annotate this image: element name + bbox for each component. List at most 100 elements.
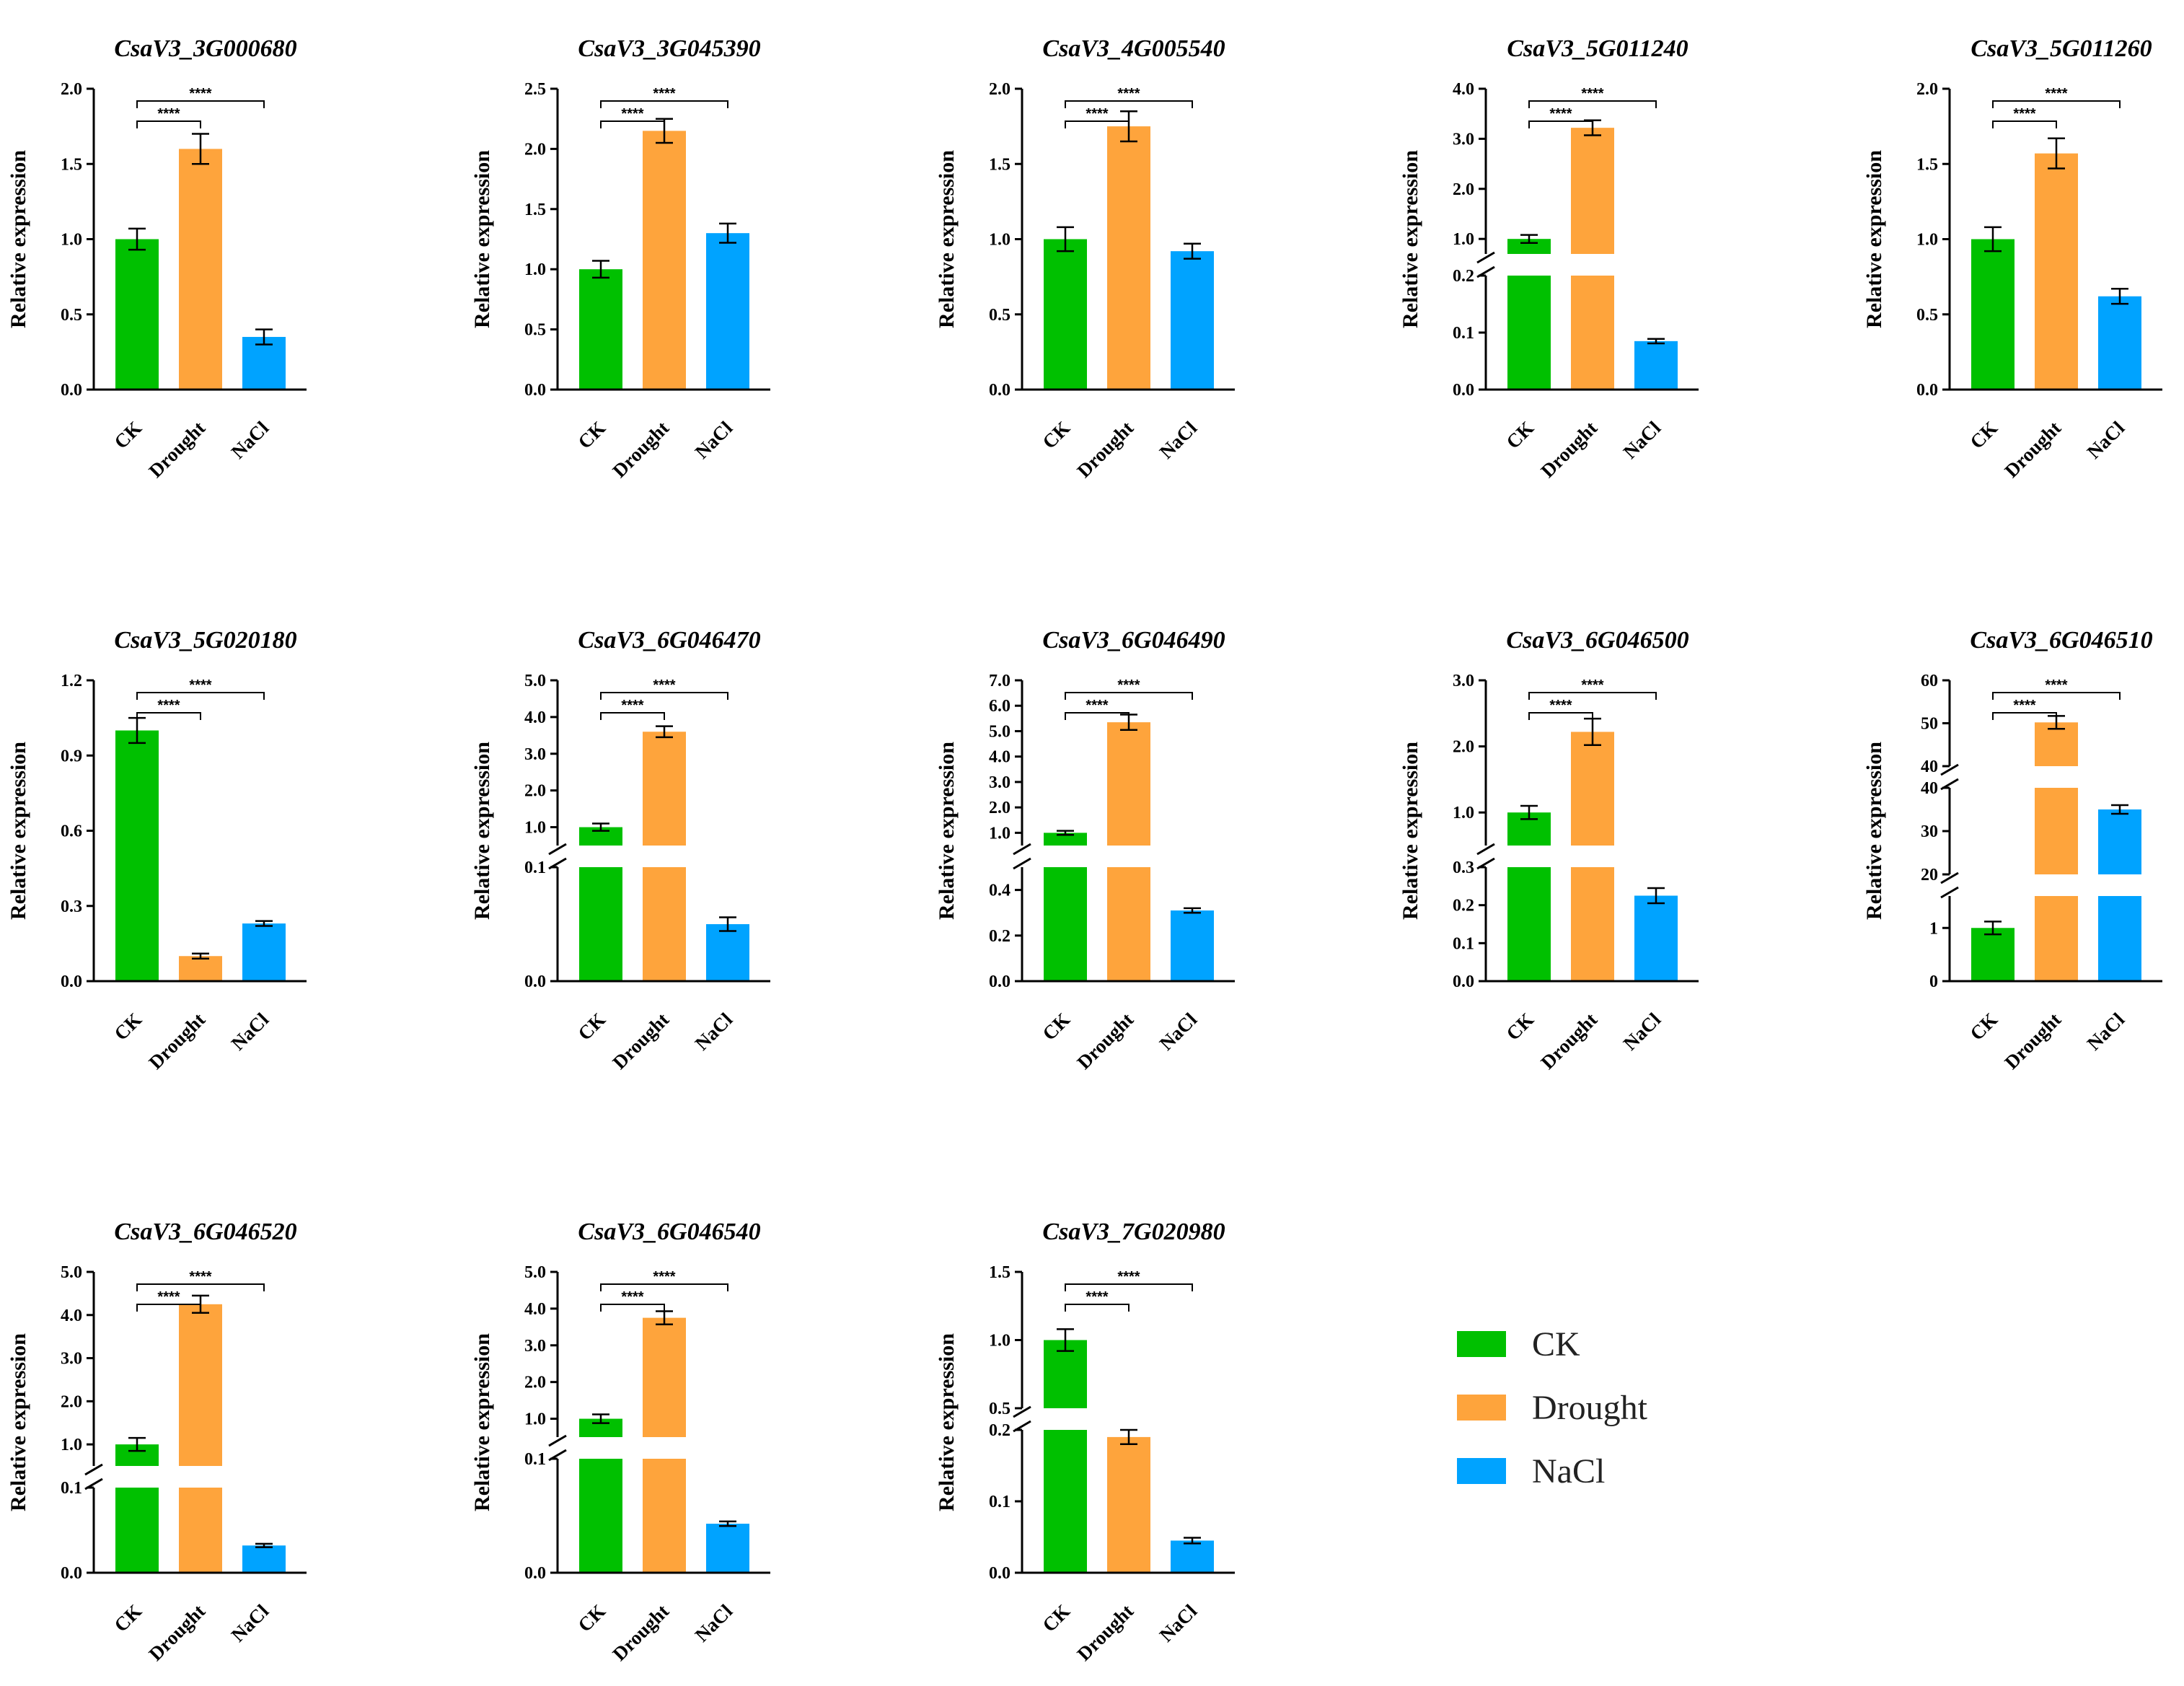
chart-title: CsaV3_6G046500 [1506, 627, 1688, 654]
axis-break-mark [1940, 871, 1959, 884]
y-tick-label: 60 [1921, 672, 1938, 690]
y-tick-label: 2.0 [524, 140, 546, 159]
bar-drought [643, 1317, 686, 1437]
y-axis-label: Relative expression [935, 150, 959, 328]
significance-label: **** [189, 1269, 211, 1285]
x-tick-label-nacl: NaCl [227, 1009, 273, 1055]
y-tick-label: 2.0 [989, 80, 1010, 99]
bar-drought [2035, 788, 2078, 874]
x-tick-label-nacl: NaCl [227, 417, 273, 463]
y-tick-label: 1.0 [1453, 804, 1474, 822]
axis-break-mark [1013, 1405, 1031, 1418]
x-tick-label-ck: CK [110, 417, 146, 453]
y-tick-label: 5.0 [524, 1263, 546, 1282]
y-tick-label: 0.3 [61, 897, 82, 916]
legend-swatch-ck [1457, 1331, 1506, 1357]
significance-label: **** [2013, 106, 2035, 122]
bar-drought [1107, 722, 1150, 846]
x-tick-label-nacl: NaCl [1155, 1009, 1202, 1055]
chart-title: CsaV3_7G020980 [1042, 1219, 1225, 1245]
bar-nacl [2098, 809, 2141, 874]
chart-panel: CsaV3_6G046510 Relative expression CKDroug… [1862, 627, 2162, 1073]
y-axis-label: Relative expression [1862, 742, 1886, 920]
y-tick-label: 0.0 [1916, 381, 1938, 400]
legend: CK Drought NaCl [1457, 1325, 1648, 1490]
bar-ck [1044, 1430, 1087, 1573]
axis-break-mark [1940, 763, 1959, 776]
significance-label: **** [157, 106, 180, 122]
bar-ck [1044, 833, 1087, 846]
chart-panel: CsaV3_6G046470 Relative expression CKDroug… [470, 627, 770, 1073]
chart-title: CsaV3_6G046510 [1970, 627, 2152, 654]
y-tick-label: 5.0 [989, 722, 1010, 741]
y-axis-label: Relative expression [1399, 742, 1422, 920]
bar-ck [1044, 867, 1087, 981]
x-tick-label-drought: Drought [608, 417, 673, 482]
bar-nacl [706, 233, 749, 390]
y-axis-label: Relative expression [935, 1333, 959, 1511]
bar-ck [115, 730, 159, 981]
y-tick-label: 4.0 [1453, 80, 1474, 99]
chart-panel: CsaV3_6G046500 Relative expression CKDroug… [1399, 627, 1699, 1073]
significance-bracket [136, 120, 201, 128]
bar-nacl [1171, 251, 1214, 390]
significance-label: **** [1086, 698, 1108, 714]
y-tick-label: 0.0 [989, 972, 1010, 991]
significance-label: **** [157, 1289, 180, 1305]
significance-bracket [1065, 712, 1130, 720]
x-tick-label-nacl: NaCl [691, 417, 737, 463]
bar-nacl [242, 1545, 286, 1573]
x-tick-label-drought: Drought [608, 1009, 673, 1073]
y-tick-label: 0.6 [61, 822, 82, 841]
x-tick-label-nacl: NaCl [2083, 1009, 2129, 1055]
bar-drought [1107, 867, 1150, 981]
y-tick-label: 2.0 [524, 782, 546, 801]
y-tick-label: 3.0 [61, 1350, 82, 1369]
x-tick-label-drought: Drought [144, 417, 209, 482]
y-tick-label: 0.1 [989, 1493, 1010, 1511]
y-tick-label: 0.2 [989, 1421, 1010, 1440]
bar-ck [1507, 239, 1551, 254]
y-axis-label: Relative expression [470, 1333, 494, 1511]
chart-panel: CsaV3_7G020980 Relative expression CKDroug… [935, 1219, 1235, 1665]
significance-bracket [1528, 692, 1657, 700]
significance-label: **** [1581, 86, 1603, 102]
axis-break-mark [548, 843, 567, 856]
chart-panel: CsaV3_5G011240 Relative expression CKDroug… [1399, 35, 1699, 482]
x-tick-label-drought: Drought [2000, 1009, 2065, 1073]
chart-panel: CsaV3_4G005540 Relative expression CKDroug… [935, 35, 1235, 482]
x-tick-label-ck: CK [110, 1009, 146, 1045]
axis-break-mark [1940, 886, 1959, 899]
y-tick-label: 1.0 [1453, 230, 1474, 249]
chart-panel: CsaV3_6G046540 Relative expression CKDroug… [470, 1219, 770, 1665]
bar-drought [1571, 732, 1614, 846]
y-axis-label: Relative expression [1399, 150, 1422, 328]
bar-ck [115, 239, 159, 390]
y-tick-label: 5.0 [61, 1263, 82, 1282]
x-tick-label-nacl: NaCl [1155, 1600, 1202, 1646]
y-tick-label: 0.1 [524, 859, 546, 877]
y-axis-label: Relative expression [6, 742, 30, 920]
chart-title: CsaV3_3G045390 [578, 35, 760, 62]
axis-break-mark [1013, 857, 1031, 870]
bar-nacl [706, 924, 749, 981]
y-tick-label: 2.0 [61, 1392, 82, 1411]
chart-title: CsaV3_5G011260 [1971, 35, 2152, 62]
x-tick-label-drought: Drought [144, 1009, 209, 1073]
significance-bracket [136, 1304, 201, 1312]
y-tick-label: 2.0 [1453, 180, 1474, 199]
y-tick-label: 2.5 [524, 80, 546, 99]
y-tick-label: 0.1 [61, 1479, 82, 1498]
significance-label: **** [157, 698, 180, 714]
y-tick-label: 3.0 [1453, 672, 1474, 690]
y-tick-label: 1.0 [1916, 231, 1938, 250]
y-tick-label: 1.0 [61, 1436, 82, 1454]
axis-break-mark [1940, 778, 1959, 791]
y-tick-label: 3.0 [1453, 130, 1474, 149]
significance-bracket [1992, 712, 2057, 720]
y-tick-label: 1.2 [61, 672, 82, 690]
bar-nacl [2098, 296, 2141, 390]
chart-title: CsaV3_6G046470 [578, 627, 760, 654]
bar-nacl [1171, 910, 1214, 981]
y-tick-label: 4.0 [61, 1307, 82, 1325]
